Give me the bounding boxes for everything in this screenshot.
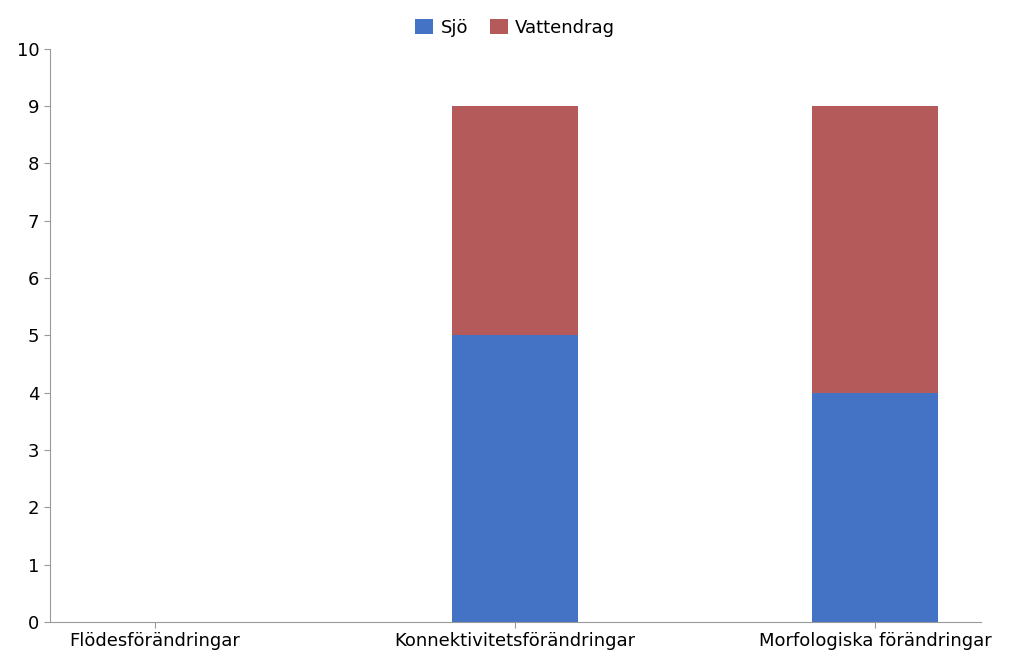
Bar (812, 393, 938, 622)
Bar (812, 106, 938, 393)
Legend: Sjö, Vattendrag: Sjö, Vattendrag (409, 12, 623, 44)
Bar (453, 106, 579, 336)
Bar (453, 336, 579, 622)
